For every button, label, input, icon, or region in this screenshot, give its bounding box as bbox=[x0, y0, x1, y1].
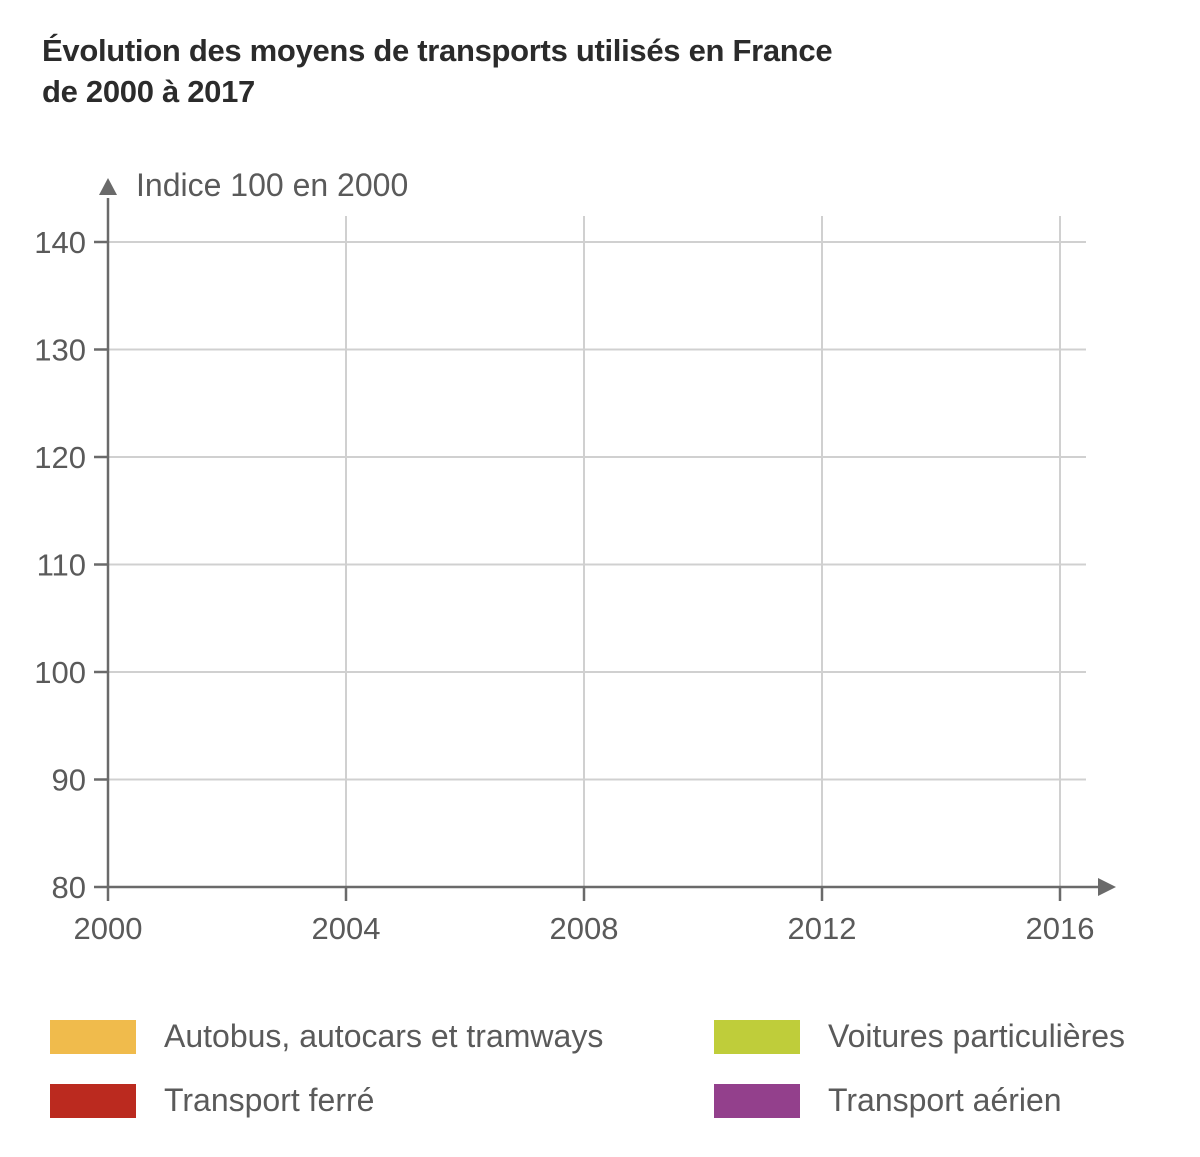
legend-swatch-autobus bbox=[50, 1019, 136, 1054]
y-tick-label-140: 140 bbox=[34, 225, 86, 260]
x-tick-label-2012: 2012 bbox=[788, 911, 857, 946]
legend-swatch-ferre bbox=[50, 1083, 136, 1118]
y-tick-label-90: 90 bbox=[52, 763, 86, 798]
chart-grid bbox=[108, 216, 1086, 887]
x-tick-label-2004: 2004 bbox=[312, 911, 381, 946]
y-tick-label-130: 130 bbox=[34, 333, 86, 368]
legend-item-voitures: Voitures particulières bbox=[714, 1018, 1125, 1055]
legend-item-ferre: Transport ferré bbox=[50, 1082, 374, 1119]
legend-label-aerien: Transport aérien bbox=[828, 1082, 1062, 1118]
legend-label-voitures: Voitures particulières bbox=[828, 1018, 1126, 1054]
y-tick-label-80: 80 bbox=[52, 870, 86, 905]
legend-item-autobus: Autobus, autocars et tramways bbox=[50, 1018, 603, 1055]
legend-item-aerien: Transport aérien bbox=[714, 1082, 1062, 1119]
legend-label-autobus: Autobus, autocars et tramways bbox=[164, 1018, 604, 1054]
y-axis-arrow bbox=[99, 178, 117, 195]
y-axis-label: Indice 100 en 2000 bbox=[136, 167, 408, 203]
y-tick-label-120: 120 bbox=[34, 440, 86, 475]
x-axis-arrow bbox=[1098, 878, 1116, 896]
y-tick-label-110: 110 bbox=[37, 548, 86, 583]
chart-title-line-2: de 2000 à 2017 bbox=[42, 74, 255, 109]
legend-swatch-voitures bbox=[714, 1019, 800, 1054]
legend-label-ferre: Transport ferré bbox=[164, 1082, 375, 1118]
x-tick-label-2016: 2016 bbox=[1026, 911, 1095, 946]
y-tick-label-100: 100 bbox=[34, 655, 86, 690]
x-tick-label-2000: 2000 bbox=[74, 911, 143, 946]
legend-swatch-aerien bbox=[714, 1083, 800, 1118]
x-tick-label-2008: 2008 bbox=[550, 911, 619, 946]
chart-title-line-1: Évolution des moyens de transports utili… bbox=[42, 33, 833, 68]
chart-axes bbox=[99, 178, 1116, 896]
chart-ticks: 80 90 100 110 120 130 140 2000 2004 2008 2012 2016 bbox=[34, 225, 1094, 946]
chart-title: Évolution des moyens de transports utili… bbox=[42, 30, 833, 112]
